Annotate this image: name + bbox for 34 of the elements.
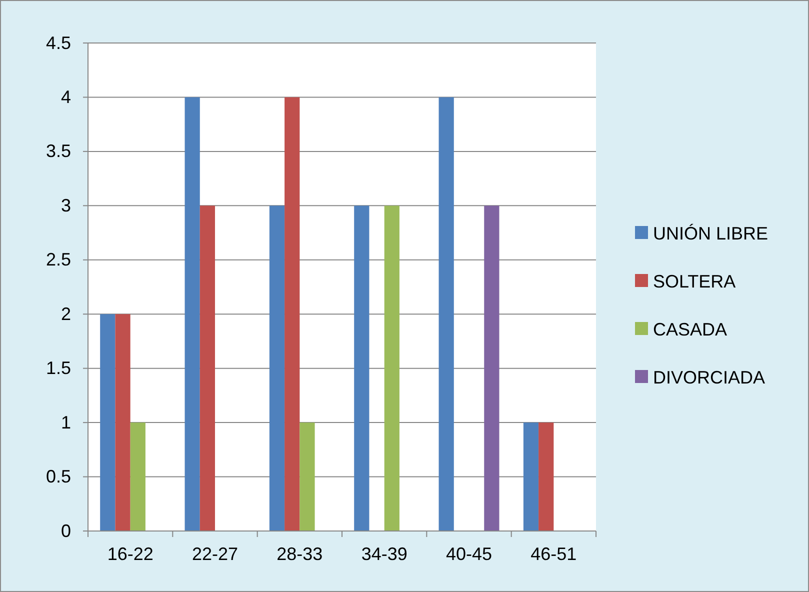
bar [184, 97, 200, 531]
legend-label: UNIÓN LIBRE [653, 223, 768, 244]
y-tick-label: 1.5 [46, 358, 71, 378]
bar [523, 422, 539, 531]
y-tick-label: 1 [60, 412, 71, 432]
bar [269, 206, 285, 531]
y-tick-label: 0.5 [46, 466, 71, 487]
y-tick-label: 0 [60, 520, 71, 541]
x-tick-label: 28-33 [276, 544, 323, 564]
legend-label: CASADA [653, 319, 728, 340]
bar [130, 422, 146, 531]
legend-label: DIVORCIADA [653, 367, 766, 388]
y-tick-label: 3 [60, 195, 71, 216]
y-tick-label: 4.5 [46, 32, 71, 53]
bar [438, 97, 454, 531]
x-tick-label: 16-22 [107, 544, 154, 564]
bar [200, 206, 215, 531]
legend-label: SOLTERA [653, 271, 736, 292]
bar [300, 422, 315, 531]
y-tick-label: 4 [60, 86, 71, 107]
bar [538, 422, 554, 531]
y-tick-label: 3.5 [46, 141, 71, 162]
bar [284, 97, 300, 531]
x-tick-label: 40-45 [446, 544, 492, 564]
y-tick-label: 2 [60, 304, 71, 324]
bar [354, 206, 370, 531]
x-tick-label: 22-27 [192, 544, 238, 564]
bar [100, 314, 116, 531]
y-tick-label: 2.5 [46, 250, 71, 270]
bar [484, 206, 500, 531]
bar [384, 206, 400, 531]
x-tick-label: 34-39 [361, 544, 408, 564]
bar [115, 314, 130, 531]
x-tick-label: 46-51 [530, 544, 577, 564]
